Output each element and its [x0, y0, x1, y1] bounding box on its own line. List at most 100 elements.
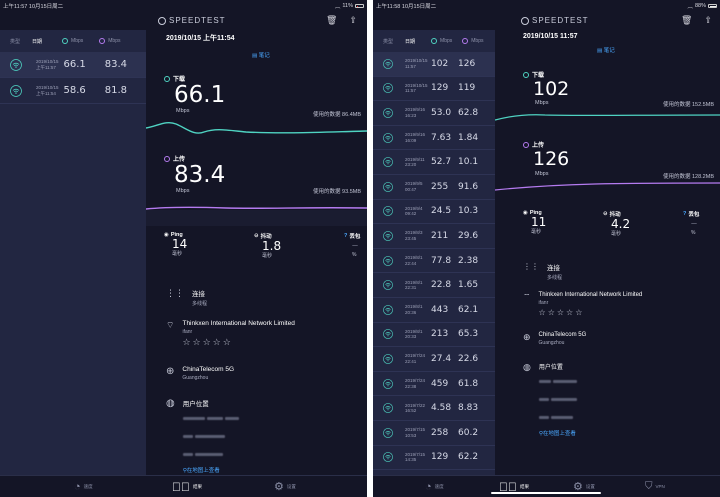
history-row[interactable]: 2019/9/16 16:23 53.0 62.8: [373, 101, 495, 126]
history-time: 23:45: [405, 235, 417, 241]
history-row[interactable]: 2019/9/5 00:47 255 91.6: [373, 175, 495, 200]
tab-results[interactable]: ✓⃝ 结果: [499, 480, 529, 494]
history-row[interactable]: 2019/10/15 上午11:54 58.6 81.8: [0, 78, 146, 104]
download-graph: [495, 114, 720, 121]
history-row[interactable]: 2019/7/15 10:53 258 60.2: [373, 421, 495, 446]
history-row[interactable]: 2019/7/24 22:41 27.4 22.6: [373, 347, 495, 372]
history-row-icon: [383, 157, 393, 168]
loss-label-text: 丢包: [349, 234, 361, 240]
wifi-icon: [383, 427, 393, 438]
location-info: ◍ 用户位置 ⚲在地图上查看: [166, 398, 241, 474]
home-indicator: [491, 491, 601, 494]
history-download: 52.7: [431, 157, 452, 168]
speedtest-logo-icon: [521, 16, 529, 25]
trash-icon[interactable]: 🗑: [326, 15, 338, 25]
history-row[interactable]: 2019/10/15 11:57 102 126: [373, 52, 495, 77]
history-row[interactable]: 2019/10/15 上午11:57 66.1 83.4: [0, 52, 146, 78]
upload-label: 上传: [523, 140, 544, 149]
loss-unit: %: [352, 252, 357, 258]
server-title: Thinkxen International Network Limited: [182, 320, 295, 327]
connection-sub: 多线程: [192, 301, 208, 307]
isp-sub: Guangzhou: [538, 340, 565, 346]
history-row[interactable]: 2019/9/16 16:09 7.63 1.84: [373, 126, 495, 151]
history-row-date: 2019/7/22 16:52: [405, 403, 431, 414]
history-row-icon: [383, 255, 393, 266]
history-row[interactable]: 2019/8/1 22:31 22.8 1.65: [373, 273, 495, 298]
history-download: 58.6: [63, 85, 86, 96]
ping-icon: ◉: [523, 210, 528, 216]
battery-icon: [708, 4, 717, 8]
view-map-link[interactable]: ⚲在地图上查看: [539, 429, 579, 437]
col-download[interactable]: Mbps: [431, 38, 452, 44]
connections-icon: ⋮⋮: [523, 262, 539, 271]
tab-speed[interactable]: ◔ 速度: [425, 481, 444, 493]
history-date: 2019/9/4: [405, 205, 423, 211]
col-date[interactable]: 日期: [405, 38, 416, 45]
tab-speed[interactable]: ◔ 速度: [74, 481, 93, 493]
history-upload: 61.8: [458, 378, 479, 389]
isp-title: ChinaTelecom 5G: [538, 332, 587, 338]
ping-cell: ◉ Ping 14 毫秒: [164, 232, 224, 259]
tab-results[interactable]: ✓⃝ 结果: [172, 480, 202, 494]
upload-label: 上传: [164, 154, 185, 163]
history-upload: 10.1: [458, 157, 479, 168]
col-download[interactable]: Mbps: [62, 38, 83, 44]
graph-fill: [146, 210, 367, 226]
download-data-used: 使用的数据 86.4MB: [313, 112, 361, 118]
history-time: 00:47: [405, 186, 417, 192]
tab-settings[interactable]: ⚙ 设置: [573, 480, 595, 493]
history-date: 2019/10/15: [405, 58, 428, 64]
redacted-location: [182, 408, 241, 462]
ipad-screen-right: 上午11:58 10月15日周二 ︵ 88% 类型 日期 Mbps Mbps 20…: [373, 0, 720, 497]
history-row[interactable]: 2019/9/4 09:42 24.5 10.3: [373, 200, 495, 225]
history-row[interactable]: 2019/8/1 22:44 77.8 2.38: [373, 249, 495, 274]
tab-settings[interactable]: ⚙ 设置: [274, 480, 296, 493]
server-info: ⌔ Thinkxen International Network Limited…: [523, 292, 642, 317]
history-row[interactable]: 2019/7/24 22:38 459 61.8: [373, 372, 495, 397]
share-icon[interactable]: ⇪: [704, 15, 712, 25]
download-unit: Mbps: [535, 100, 549, 106]
share-icon[interactable]: ⇪: [349, 15, 357, 25]
note-label: 笔记: [258, 53, 270, 59]
battery-icon: [355, 4, 364, 8]
result-datetime: 2019/10/15 上午11:54: [166, 35, 235, 42]
gear-icon: ⚙: [573, 481, 583, 493]
history-row[interactable]: 2019/10/15 11:57 129 119: [373, 77, 495, 102]
history-date: 2019/10/15: [36, 59, 59, 64]
jitter-unit: 毫秒: [262, 253, 273, 259]
wifi-icon: [383, 132, 393, 143]
col-type[interactable]: 类型: [383, 38, 394, 45]
logo-text: SPEEDTEST: [169, 16, 226, 25]
history-time: 20:33: [405, 334, 417, 340]
wifi-icon: [383, 378, 393, 389]
col-upload[interactable]: Mbps: [99, 38, 121, 44]
col-type[interactable]: 类型: [10, 38, 21, 45]
history-row[interactable]: 2019/8/1 20:36 443 62.1: [373, 298, 495, 323]
note-button[interactable]: ▤ 笔记: [252, 51, 270, 59]
history-row[interactable]: 2019/9/11 23:20 52.7 10.1: [373, 150, 495, 175]
history-row-date: 2019/8/3 23:45: [405, 230, 431, 241]
rating-stars[interactable]: ☆☆☆☆☆: [538, 308, 585, 317]
rating-stars[interactable]: ☆☆☆☆☆: [182, 337, 233, 347]
history-row[interactable]: 2019/8/3 23:45 211 29.6: [373, 224, 495, 249]
history-row[interactable]: 2019/8/1 20:33 213 65.3: [373, 323, 495, 348]
connection-title: 连接: [192, 291, 205, 298]
history-row[interactable]: 2019/7/15 14:35 129 62.2: [373, 446, 495, 471]
status-time: 上午11:57: [3, 4, 28, 10]
col-date[interactable]: 日期: [32, 38, 43, 45]
history-row-icon: [10, 84, 22, 97]
tab-vpn[interactable]: ⛉ VPN: [645, 481, 665, 492]
history-row[interactable]: 2019/7/22 16:52 4.58 8.83: [373, 396, 495, 421]
loss-unit: %: [691, 230, 696, 236]
note-button[interactable]: ▤ 笔记: [597, 46, 615, 54]
history-row-date: 2019/9/16 16:09: [405, 132, 431, 143]
history-upload: 10.3: [458, 206, 479, 217]
note-icon: ▤: [597, 48, 603, 54]
history-upload: 22.6: [458, 353, 479, 364]
globe-icon: ⊕: [166, 366, 175, 377]
server-title: Thinkxen International Network Limited: [538, 292, 643, 298]
col-upload[interactable]: Mbps: [462, 38, 484, 44]
view-map-link[interactable]: ⚲在地图上查看: [183, 466, 241, 474]
location-title: 用户位置: [538, 365, 563, 371]
trash-icon[interactable]: 🗑: [681, 15, 693, 25]
